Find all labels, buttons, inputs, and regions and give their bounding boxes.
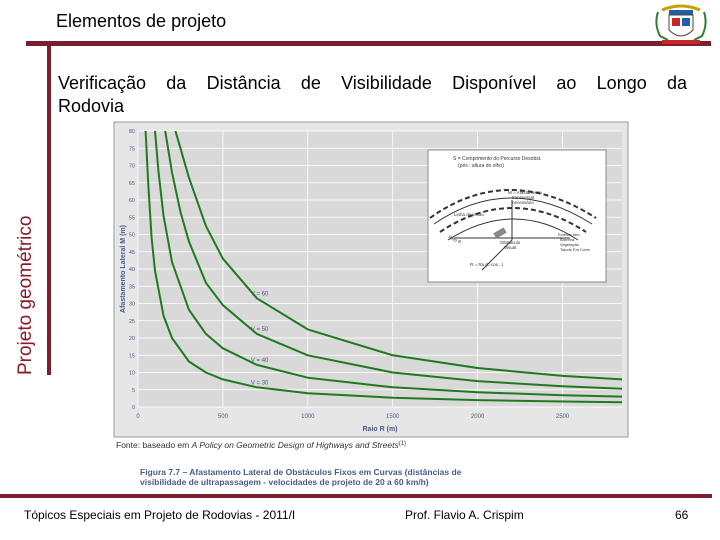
x-tick-label: 0	[136, 414, 140, 420]
chart: 0 5 10 15 20 25 30 35 40 45 50 55 60 65 70 75 80 0 500 1000…	[108, 120, 632, 495]
series-line	[154, 130, 623, 398]
y-tick-label: 40	[129, 267, 135, 273]
y-tick-label: 35	[129, 284, 135, 290]
y-tick-label: 55	[129, 215, 135, 221]
inset-label: Vegetação	[560, 242, 580, 247]
y-axis-title: Afastamento Lateral M (m)	[120, 225, 127, 313]
university-crest-icon	[655, 4, 707, 44]
y-tick-label: 50	[129, 233, 135, 239]
page-number: 66	[675, 508, 689, 522]
y-tick-label: 65	[129, 181, 135, 187]
y-tick-label: 30	[129, 302, 135, 308]
inset-label: S = Comprimento do Percurso Desobst.	[453, 156, 542, 162]
y-tick-label: 60	[129, 198, 135, 204]
header-rule	[26, 41, 711, 46]
footer-rule	[0, 494, 712, 498]
series-line	[164, 130, 623, 390]
series-line	[174, 130, 623, 381]
series-line	[144, 130, 623, 404]
y-tick-label: 45	[129, 250, 135, 256]
series-label: V = 30	[251, 380, 269, 386]
inset-diagram: S = Comprimento do Percurso Desobst. (pé…	[427, 149, 607, 283]
x-tick-label: 2500	[556, 414, 570, 420]
figure-source: Fonte: baseado em A Policy on Geometric …	[116, 440, 406, 450]
inset-label: Visual	[504, 245, 516, 250]
inset-label: Barreira	[560, 237, 575, 242]
y-tick-label: 20	[129, 336, 135, 342]
body-text-line2: Rodovia	[58, 96, 125, 116]
inset-label: Linha de Visão	[454, 212, 484, 217]
y-tick-label: 10	[129, 371, 135, 377]
inset-label: necessário	[512, 200, 534, 205]
y-tick-label: 5	[132, 388, 135, 394]
x-tick-label: 500	[218, 414, 229, 420]
slide-title: Elementos de projeto	[56, 11, 227, 31]
y-tick-label: 0	[132, 405, 135, 411]
inset-label: Talude Em Corte	[560, 247, 591, 252]
figure-caption-line2: visibilidade de ultrapassagem - velocida…	[140, 477, 429, 487]
figure-caption-line1: Figura 7.7 – Afastamento Lateral de Obst…	[140, 467, 462, 477]
inset-label: Obstáculo	[500, 240, 521, 245]
x-tick-label: 1500	[386, 414, 400, 420]
y-tick-label: 75	[129, 146, 135, 152]
side-accent-line	[47, 44, 51, 375]
footer-course: Tópicos Especiais em Projeto de Rodovias…	[24, 508, 296, 522]
side-title: Projeto geométrico	[15, 215, 36, 375]
y-tick-label: 80	[129, 129, 135, 135]
series-label: V = 40	[251, 358, 269, 364]
x-axis-title: Raio R (m)	[363, 426, 398, 433]
footer-author: Prof. Flavio A. Crispim	[405, 508, 524, 522]
body-text-line1: Verificação da Distância de Visibilidade…	[58, 73, 687, 93]
y-tick-label: 25	[129, 319, 135, 325]
inset-label: Raio R	[448, 234, 463, 245]
y-tick-label: 15	[129, 353, 135, 359]
y-tick-label: 70	[129, 164, 135, 170]
inset-label: (pés : altura do olho)	[458, 163, 504, 169]
inset-label: R = Ra (L-cos...)	[470, 262, 504, 267]
inset-label: transversal	[512, 195, 534, 200]
series-label: V = 60	[251, 291, 269, 297]
x-tick-label: 2000	[471, 414, 485, 420]
inset-label: Exterior Alto	[558, 232, 580, 237]
inset-label: M = Afastamento	[508, 190, 542, 195]
figure: 0 5 10 15 20 25 30 35 40 45 50 55 60 65 70 75 80 0 500 1000…	[108, 120, 632, 495]
side-panel	[0, 0, 48, 375]
series-label: V = 50	[251, 327, 269, 333]
x-tick-label: 1000	[301, 414, 315, 420]
